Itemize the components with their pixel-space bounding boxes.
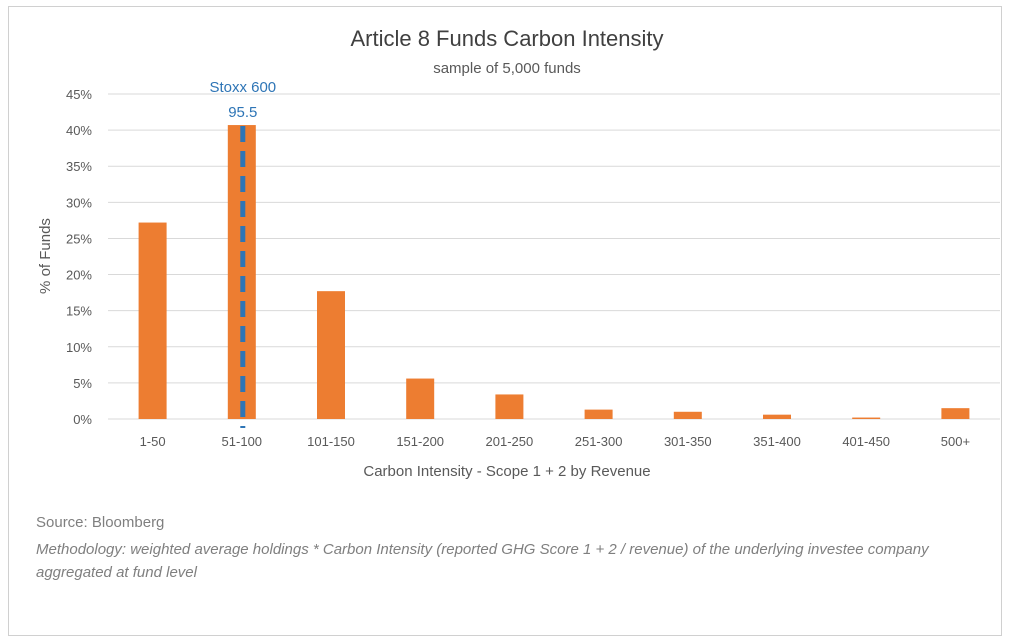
bar-1-50 xyxy=(138,222,167,419)
y-tick-label: 30% xyxy=(66,195,92,210)
chart-frame xyxy=(8,6,1002,636)
x-tick-label: 201-250 xyxy=(486,434,534,449)
chart-title: Article 8 Funds Carbon Intensity xyxy=(350,26,664,51)
bar-351-400 xyxy=(763,414,791,419)
x-tick-label: 251-300 xyxy=(575,434,623,449)
y-tick-label: 5% xyxy=(73,376,92,391)
bar-201-250 xyxy=(495,394,524,419)
x-tick-label: 101-150 xyxy=(307,434,355,449)
bar-301-350 xyxy=(673,411,702,419)
x-tick-label: 401-450 xyxy=(842,434,890,449)
x-tick-label: 51-100 xyxy=(222,434,262,449)
y-tick-label: 45% xyxy=(66,87,92,102)
bar-251-300 xyxy=(584,409,613,419)
x-tick-label: 500+ xyxy=(941,434,970,449)
y-tick-label: 40% xyxy=(66,123,92,138)
reference-value-label: 95.5 xyxy=(228,104,257,121)
bar-401-450 xyxy=(852,417,881,419)
reference-label: Stoxx 600 xyxy=(209,79,276,96)
source-note: Source: Bloomberg xyxy=(36,514,165,531)
bar-51-100 xyxy=(227,125,256,420)
x-tick-label: 301-350 xyxy=(664,434,712,449)
y-tick-label: 25% xyxy=(66,231,92,246)
y-tick-label: 0% xyxy=(73,412,92,427)
y-tick-label: 10% xyxy=(66,340,92,355)
bar-500+ xyxy=(941,408,970,419)
x-tick-label: 1-50 xyxy=(140,434,166,449)
chart-subtitle: sample of 5,000 funds xyxy=(433,60,581,77)
x-tick-label: 151-200 xyxy=(396,434,444,449)
methodology-note: Methodology: weighted average holdings *… xyxy=(36,541,929,581)
y-tick-label: 35% xyxy=(66,159,92,174)
x-axis-title: Carbon Intensity - Scope 1 + 2 by Revenu… xyxy=(363,463,650,480)
bar-101-150 xyxy=(317,291,345,419)
x-tick-label: 351-400 xyxy=(753,434,801,449)
bar-151-200 xyxy=(406,378,435,419)
y-tick-label: 15% xyxy=(66,304,92,319)
chart-plot: 0% 5% 10% 15% 20% 25% 30% 35% 40% 45% 1-50 51-100 10… xyxy=(37,79,1000,480)
y-tick-label: 20% xyxy=(66,268,92,283)
y-axis-title: % of Funds xyxy=(37,218,54,294)
